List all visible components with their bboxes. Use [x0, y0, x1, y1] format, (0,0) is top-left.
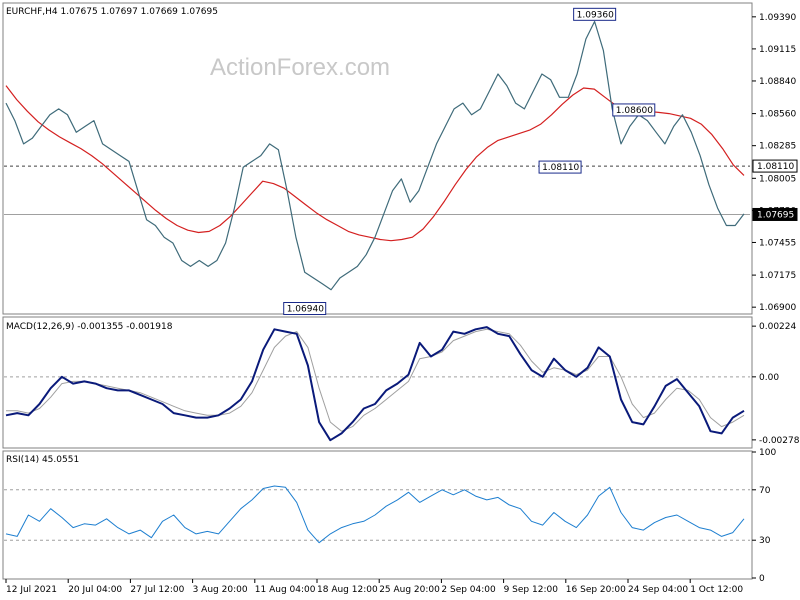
- rsi-line: [5, 485, 745, 544]
- x-tick-label: 25 Aug 20:00: [379, 585, 440, 595]
- x-tick-label: 20 Jul 04:00: [68, 585, 122, 595]
- price-panel: ActionForex.com EURCHF,H4 1.07675 1.0769…: [2, 2, 798, 316]
- price-annotation-box: [612, 103, 656, 117]
- y-tick-label: 1.09390: [759, 13, 796, 23]
- y-tick-label: 1.09115: [759, 45, 796, 55]
- macd-panel-frame: [2, 316, 753, 449]
- macd-panel: MACD(12,26,9) -0.001355 -0.001918 0.0022…: [2, 316, 800, 449]
- x-tick-label: 1 Oct 12:00: [690, 585, 743, 595]
- rsi-y-axis: 100 70 30 0: [752, 448, 776, 584]
- rsi-levels: [4, 489, 750, 541]
- x-tick-label: 9 Sep 12:00: [504, 585, 559, 595]
- rsi-panel-title: RSI(14) 45.0551: [6, 455, 79, 465]
- macd-line: [5, 326, 745, 442]
- price-levels: 1.08110 1.07695: [4, 159, 798, 221]
- price-annotations: 1.09360 1.08600 1.08110 1.06940: [283, 7, 656, 316]
- x-tick-label: 24 Sep 04:00: [628, 585, 688, 595]
- y-tick-label: 0: [759, 574, 765, 584]
- price-annotation-box: [283, 302, 327, 316]
- price-line: [5, 20, 745, 291]
- price-annotation-label: 1.08110: [542, 163, 579, 173]
- time-x-axis: 12 Jul 2021 20 Jul 04:00 27 Jul 12:00 3 Aug…: [5, 579, 743, 595]
- x-tick-label: 3 Aug 20:00: [193, 585, 248, 595]
- price-annotation-box: [538, 160, 582, 174]
- price-annotation-box: [573, 7, 617, 21]
- macd-y-axis: 0.00224 0.00 -0.002785: [752, 322, 800, 446]
- y-tick-label: 30: [759, 536, 771, 546]
- y-tick-label: 100: [759, 448, 776, 458]
- price-level-tag: [752, 207, 798, 221]
- y-tick-label: 0.00224: [759, 322, 796, 332]
- y-tick-label: 70: [759, 486, 771, 496]
- price-level-label: 1.07695: [757, 210, 794, 220]
- y-tick-label: 0.00: [759, 373, 779, 383]
- x-tick-label: 16 Sep 20:00: [566, 585, 626, 595]
- price-level-tag: [752, 159, 798, 173]
- x-tick-label: 12 Jul 2021: [6, 585, 57, 595]
- price-annotation-label: 1.09360: [577, 10, 614, 20]
- x-tick-label: 2 Sep 04:00: [441, 585, 496, 595]
- rsi-series-group: [5, 485, 745, 544]
- y-tick-label: 1.08005: [759, 174, 796, 184]
- x-tick-label: 27 Jul 12:00: [130, 585, 184, 595]
- price-panel-frame: [2, 2, 753, 315]
- price-annotation-label: 1.06940: [287, 305, 324, 315]
- macd-series-group: [5, 326, 745, 442]
- watermark: ActionForex.com: [210, 54, 390, 81]
- y-tick-label: 1.06900: [759, 303, 796, 313]
- y-tick-label: 1.07175: [759, 271, 796, 281]
- macd-panel-title: MACD(12,26,9) -0.001355 -0.001918: [6, 322, 173, 332]
- price-panel-title: EURCHF,H4 1.07675 1.07697 1.07669 1.0769…: [6, 7, 218, 17]
- y-tick-label: 1.07455: [759, 238, 796, 248]
- price-level-label: 1.08110: [757, 162, 794, 172]
- y-tick-label: 1.08285: [759, 142, 796, 152]
- x-tick-label: 18 Aug 12:00: [317, 585, 378, 595]
- rsi-panel: RSI(14) 45.0551 100 70 30 0: [2, 448, 776, 584]
- x-tick-label: 11 Aug 04:00: [255, 585, 316, 595]
- y-tick-label: 1.08840: [759, 77, 796, 87]
- price-annotation-label: 1.08600: [616, 106, 653, 116]
- y-tick-label: -0.002785: [759, 436, 800, 446]
- y-tick-label: 1.08560: [759, 110, 796, 120]
- rsi-panel-frame: [2, 450, 753, 580]
